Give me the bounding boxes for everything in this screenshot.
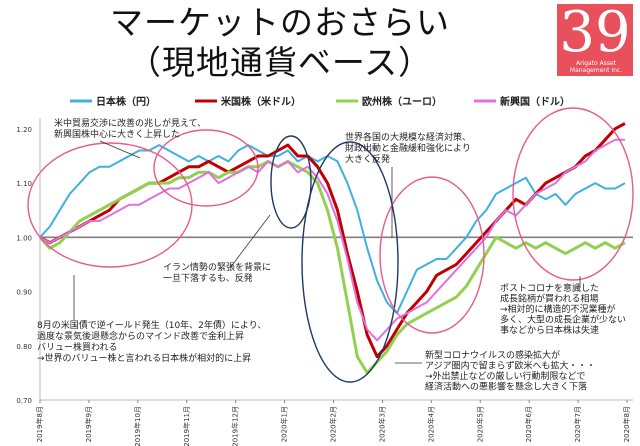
annotation-a5-line: 多く、大型の成長企業が少ない	[500, 314, 626, 326]
y-tick-label: 1.10	[16, 180, 32, 188]
annotation-connector	[99, 140, 141, 159]
annotation-a4-line: バリュー株買われる	[37, 341, 118, 353]
highlight-ellipse	[301, 141, 399, 383]
x-tick-label: 2019年12月	[231, 406, 240, 446]
highlight-ellipse	[379, 176, 485, 334]
legend-label-em: 新興国（ドル）	[500, 95, 570, 108]
x-tick-label: 2020年8月	[622, 406, 631, 442]
x-tick-label: 2020年3月	[377, 406, 386, 442]
annotation-a4-line: 8月の米国債で逆イールド発生（10年、2年債）により、	[37, 319, 266, 331]
annotation-a6-line: 新型コロナウイルスの感染拡大が	[425, 349, 560, 361]
legend-label-jp: 日本株（円）	[96, 95, 156, 108]
x-tick-label: 2019年9月	[84, 406, 93, 442]
logo-text-line2: Management Inc.	[569, 67, 623, 74]
y-tick-label: 1.20	[16, 126, 32, 134]
annotation-a1-line: 米中貿易交渉に改善の兆しが見えて、	[54, 117, 206, 129]
legend-label-eu: 欧州株（ユーロ）	[362, 95, 442, 108]
annotation-a5-line: 成長銘柄が買われる相場	[500, 293, 599, 305]
x-tick-label: 2020年1月	[280, 406, 289, 442]
annotation-a2-line: 大きく反発	[345, 153, 390, 165]
annotation-a5-line: →相対的に構造的不況業種が	[500, 303, 616, 315]
highlight-ellipse	[512, 107, 634, 281]
series-line-jp	[39, 144, 626, 315]
annotation-a5-line: ポストコロナを意識した	[500, 282, 599, 294]
logo-number: 39	[559, 0, 631, 65]
annotation-a6-line: アジア圏内で留まらず欧米へも拡大・・・	[425, 360, 595, 372]
highlight-ellipse	[153, 129, 259, 207]
series-line-eu	[38, 159, 626, 375]
annotation-a2-line: 財政出動と金融緩和強化により	[345, 142, 471, 154]
y-tick-label: 0.80	[16, 343, 32, 351]
page-title: マーケットのおさらい	[110, 3, 450, 42]
legend-label-us: 米国株（米ドル）	[221, 95, 301, 108]
x-tick-label: 2020年4月	[426, 406, 435, 442]
highlight-ellipse	[270, 135, 312, 229]
x-tick-label: 2019年10月	[133, 406, 142, 446]
y-tick-label: 0.70	[16, 397, 32, 405]
annotation-a3-line: イラン情勢の緊張を背景に	[163, 261, 271, 273]
annotation-a2-line: 世界各国の大規模な経済対策、	[345, 131, 471, 143]
annotation-a4-line: →世界のバリュー株と言われる日本株が相対的に上昇	[37, 352, 251, 364]
annotation-a6-line: 経済活動への悪影響を懸念し大きく下落	[425, 381, 587, 393]
annotation-ellipses	[27, 107, 634, 383]
annotation-a3-line: 一旦下落するも、反発	[163, 272, 253, 284]
x-tick-label: 2020年6月	[524, 406, 533, 442]
annotation-connector	[229, 214, 271, 269]
page-subtitle: （現地通貨ベース）	[127, 43, 433, 82]
chart-legend: 日本株（円） 米国株（米ドル） 欧州株（ユーロ） 新興国（ドル）	[70, 95, 570, 108]
x-tick-label: 2019年8月	[35, 406, 44, 442]
annotation-a4-line: 過度な景気後退懸念からのマインド改善で金利上昇	[37, 330, 244, 342]
y-tick-label: 0.90	[16, 289, 32, 297]
series-line-em	[39, 138, 625, 342]
x-tick-label: 2020年7月	[573, 406, 582, 442]
logo-text-line1: Arigato Asset	[575, 60, 617, 67]
annotation-a5-line: 事などから日本株は失速	[500, 324, 599, 336]
x-tick-label: 2019年11月	[182, 406, 191, 446]
annotation-a6-line: →外出禁止などの厳しい行動制限などで	[425, 370, 585, 382]
x-tick-label: 2020年5月	[475, 406, 484, 442]
annotation-a1-line: 新興国株中心に大きく上昇した	[54, 128, 180, 140]
y-tick-label: 1.00	[16, 234, 32, 242]
x-tick-label: 2020年2月	[329, 406, 338, 442]
chart-series-group	[38, 122, 626, 375]
chart-axes: 0.70 0.80 0.90 1.00 1.10 1.20 2019年8月 2019年9月 20…	[16, 118, 633, 446]
logo-text: Arigato Asset Management Inc.	[561, 60, 631, 74]
annotation-notes: 米中貿易交渉に改善の兆しが見えて、新興国株中心に大きく上昇した 世界各国の大規模な…	[37, 117, 626, 393]
brand-logo: 39 Arigato Asset Management Inc.	[557, 0, 633, 76]
